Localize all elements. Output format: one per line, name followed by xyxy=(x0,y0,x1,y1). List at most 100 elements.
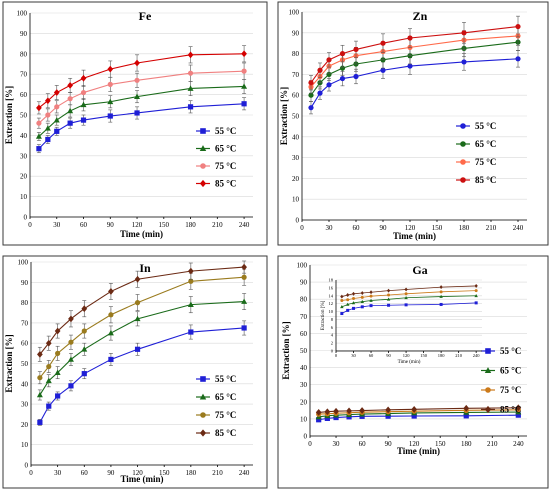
y-tick-label: 0 xyxy=(25,462,29,470)
legend-label: 85 °C xyxy=(500,405,521,415)
data-point xyxy=(35,133,42,139)
data-point xyxy=(80,101,87,108)
data-point xyxy=(134,59,140,67)
x-tick-label: 120 xyxy=(132,469,143,477)
data-point xyxy=(81,346,88,352)
y-tick-label: 40 xyxy=(300,364,308,372)
inset-y-axis-title: Extraction [%] xyxy=(321,300,326,330)
y-tick-label: 4 xyxy=(331,333,334,338)
x-tick-label: 240 xyxy=(239,221,250,229)
y-axis-title: Extraction [%] xyxy=(4,334,14,392)
data-point xyxy=(315,409,322,416)
data-point xyxy=(187,70,194,76)
data-point xyxy=(324,415,330,421)
y-tick-label: 30 xyxy=(21,401,29,409)
x-tick-label: 0 xyxy=(28,221,32,229)
x-axis-title: Time (min) xyxy=(397,446,440,456)
data-point xyxy=(360,299,365,304)
data-point xyxy=(380,67,386,73)
x-tick-label: 210 xyxy=(487,440,498,448)
series-3 xyxy=(37,268,247,385)
data-point xyxy=(326,57,332,63)
x-axis-title: Time (min) xyxy=(120,229,163,239)
data-point xyxy=(474,301,478,305)
legend-marker xyxy=(484,405,492,414)
data-point xyxy=(81,305,88,313)
data-point xyxy=(187,51,194,59)
y-tick-label: 60 xyxy=(20,91,28,99)
y-tick-label: 0 xyxy=(331,349,334,354)
x-tick-label: 30 xyxy=(326,224,334,232)
y-tick-label: 20 xyxy=(21,421,29,429)
data-point xyxy=(54,369,61,375)
data-point xyxy=(333,414,339,421)
data-point xyxy=(339,75,346,82)
inset-x-axis-title: Time (min) xyxy=(398,360,421,365)
x-tick-label: 240 xyxy=(513,224,524,232)
y-tick-label: 10 xyxy=(329,309,334,314)
data-point xyxy=(308,92,314,98)
series-4 xyxy=(315,404,522,416)
data-point xyxy=(107,81,113,87)
data-point xyxy=(404,295,408,300)
data-point xyxy=(352,297,356,301)
data-point xyxy=(134,315,141,322)
legend-marker xyxy=(484,367,492,374)
legend-marker xyxy=(199,179,207,188)
data-point xyxy=(187,301,194,307)
data-point xyxy=(81,328,87,334)
legend-marker xyxy=(199,145,207,152)
legend-label: 75 °C xyxy=(215,410,236,420)
data-point xyxy=(53,116,60,123)
x-tick-label: 120 xyxy=(405,224,416,232)
x-tick-label: 180 xyxy=(461,440,472,448)
data-point xyxy=(36,120,42,126)
series-4 xyxy=(36,45,247,115)
chart-title: Fe xyxy=(139,9,152,23)
y-tick-label: 60 xyxy=(300,330,308,338)
data-point xyxy=(340,294,344,299)
data-point xyxy=(474,293,478,298)
data-point xyxy=(359,407,365,414)
y-tick-label: 30 xyxy=(300,381,308,389)
y-axis-title: Extraction [%] xyxy=(279,87,289,145)
data-point xyxy=(68,315,74,323)
data-point xyxy=(340,299,344,303)
data-point xyxy=(108,312,114,318)
y-tick-label: 10 xyxy=(21,441,29,449)
y-tick-label: 80 xyxy=(20,50,28,58)
y-tick-label: 40 xyxy=(20,132,28,140)
data-point xyxy=(241,83,248,89)
data-point xyxy=(346,293,350,297)
data-point xyxy=(46,363,52,370)
legend: 55 °C 65 °C 75 °C 85 °C xyxy=(456,121,496,185)
data-point xyxy=(45,112,51,118)
y-tick-label: 50 xyxy=(20,112,28,120)
data-point xyxy=(346,308,350,312)
data-point xyxy=(37,419,43,425)
data-point xyxy=(360,295,364,299)
legend-label: 85 °C xyxy=(215,179,236,189)
y-tick-label: 90 xyxy=(300,279,308,287)
data-point xyxy=(81,371,87,377)
x-tick-label: 60 xyxy=(353,224,361,232)
x-tick-label: 240 xyxy=(513,440,524,448)
legend-label: 55 °C xyxy=(500,346,521,356)
legend-marker xyxy=(199,429,207,437)
y-tick-label: 50 xyxy=(300,347,308,355)
x-tick-label: 120 xyxy=(409,440,420,448)
data-point xyxy=(55,350,61,356)
data-point xyxy=(386,297,391,301)
data-point xyxy=(369,298,373,302)
y-tick-label: 0 xyxy=(296,217,300,225)
legend-label: 75 °C xyxy=(500,385,521,395)
data-point xyxy=(439,302,443,306)
y-tick-label: 8 xyxy=(331,317,334,322)
panel-frame xyxy=(277,1,549,246)
y-tick-label: 18 xyxy=(329,278,334,283)
data-point xyxy=(515,23,521,30)
data-point xyxy=(37,350,43,358)
y-tick-label: 100 xyxy=(17,10,28,18)
